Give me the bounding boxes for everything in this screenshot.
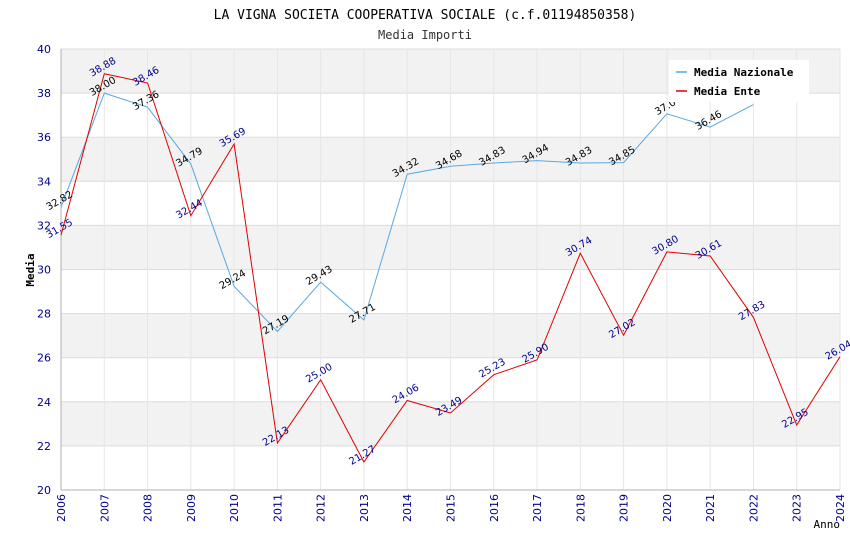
legend-label: Media Nazionale [694,66,794,79]
y-tick-label: 20 [37,484,51,497]
x-axis-title: Anno [814,518,841,531]
x-tick-label: 2013 [358,494,371,522]
x-tick-label: 2011 [271,494,284,522]
x-tick-label: 2023 [791,494,804,522]
legend: Media Nazionale Media Ente [669,60,809,102]
x-tick-label: 2009 [185,494,198,522]
x-tick-label: 2007 [98,494,111,522]
y-axis-title: Media [24,253,37,286]
x-tick-label: 2020 [661,494,674,522]
series-line-0 [60,92,754,333]
x-tick-label: 2019 [618,494,631,522]
y-tick-label: 36 [37,131,51,144]
chart-subtitle: Media Importi [378,28,472,42]
legend-label: Media Ente [694,85,761,98]
y-tick-label: 32 [37,219,51,232]
x-tick-label: 2018 [574,494,587,522]
x-tick-label: 2022 [747,494,760,522]
y-tick-label: 30 [37,264,51,277]
y-tick-label: 34 [37,175,51,188]
x-tick-label: 2024 [834,494,847,522]
x-tick-label: 2021 [704,494,717,522]
x-tick-label: 2010 [228,494,241,522]
y-axis-ticks: 20 22 24 26 28 30 32 34 36 38 40 [37,43,51,497]
y-tick-label: 38 [37,87,51,100]
x-tick-label: 2008 [142,494,155,522]
axes [60,49,840,491]
series-line-1 [60,73,841,463]
y-tick-label: 26 [37,352,51,365]
chart-title: LA VIGNA SOCIETA COOPERATIVA SOCIALE (c.… [214,8,637,23]
x-axis-ticks: 2006 2007 2008 2009 2010 2011 2012 2013 2014 2015… [55,494,847,522]
y-tick-label: 22 [37,440,51,453]
x-tick-label: 2017 [531,494,544,522]
x-tick-label: 2014 [401,494,414,522]
y-tick-label: 28 [37,308,51,321]
legend-box [669,60,809,102]
y-tick-label: 24 [37,396,51,409]
y-tick-label: 40 [37,43,51,56]
x-tick-label: 2016 [488,494,501,522]
series-lines [60,73,841,463]
x-tick-label: 2015 [445,494,458,522]
x-tick-label: 2006 [55,494,68,522]
x-tick-label: 2012 [315,494,328,522]
